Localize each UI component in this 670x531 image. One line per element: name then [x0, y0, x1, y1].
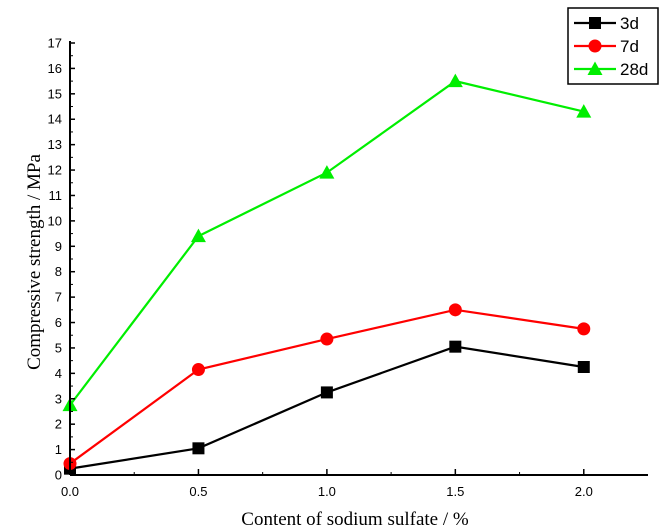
y-tick-label: 11	[49, 188, 63, 203]
legend-item-7d: 7d	[574, 37, 639, 56]
data-point-3d	[320, 386, 333, 399]
legend-marker-7d	[588, 39, 602, 53]
series-28d	[62, 73, 592, 412]
y-tick-label: 0	[55, 468, 62, 483]
data-point-3d	[449, 340, 462, 353]
y-tick-label: 12	[48, 163, 62, 178]
x-tick-label: 2.0	[575, 484, 593, 499]
legend-marker-28d	[587, 61, 603, 75]
legend-item-28d: 28d	[574, 60, 648, 79]
y-tick-label: 14	[48, 112, 62, 127]
x-tick-label: 0.0	[61, 484, 79, 499]
legend-label-3d: 3d	[620, 14, 639, 33]
y-tick-label: 8	[55, 264, 62, 279]
y-tick-label: 17	[48, 36, 62, 51]
series-3d	[64, 340, 590, 475]
y-tick-label: 1	[55, 442, 62, 457]
y-axis-title: Compressive strength / MPa	[24, 154, 45, 370]
legend-item-3d: 3d	[574, 14, 639, 33]
y-tick-label: 3	[55, 391, 62, 406]
data-point-7d	[448, 303, 462, 317]
y-tick-label: 15	[48, 86, 62, 101]
y-tick-label: 2	[55, 417, 62, 432]
y-tick-label: 5	[55, 340, 62, 355]
x-tick-label: 1.5	[446, 484, 464, 499]
data-point-28d	[319, 165, 335, 179]
data-point-7d	[191, 363, 205, 377]
series-line-28d	[69, 79, 585, 406]
y-tick-label: 4	[55, 366, 62, 381]
legend-marker-3d	[589, 17, 601, 29]
data-point-7d	[320, 332, 334, 346]
x-tick-label: 0.5	[189, 484, 207, 499]
x-axis-title: Content of sodium sulfate / %	[241, 509, 469, 530]
y-tick-label: 6	[55, 315, 62, 330]
y-tick-label: 10	[48, 213, 62, 228]
y-tick-label: 9	[55, 239, 62, 254]
data-point-7d	[577, 322, 591, 336]
data-point-28d	[576, 104, 592, 118]
y-tick-label: 13	[48, 137, 62, 152]
x-tick-label: 1.0	[318, 484, 336, 499]
data-point-28d	[190, 228, 206, 243]
y-tick-label: 7	[55, 290, 62, 305]
legend-label-28d: 28d	[620, 60, 648, 79]
legend-label-7d: 7d	[620, 37, 639, 56]
series-7d	[63, 303, 591, 471]
data-point-3d	[577, 361, 590, 373]
data-point-28d	[447, 73, 463, 88]
y-tick-label: 16	[48, 61, 62, 76]
data-point-3d	[192, 442, 205, 455]
legend: 3d 7d 28d	[567, 7, 659, 85]
